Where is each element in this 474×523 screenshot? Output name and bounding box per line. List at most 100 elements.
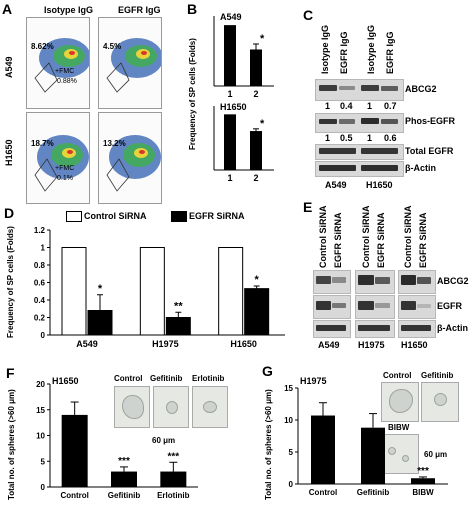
band (361, 148, 398, 154)
panel-c-col-2: EGFR IgG (339, 31, 349, 75)
bar (61, 247, 87, 336)
panel-c-col-3: Isotype IgG (366, 24, 376, 74)
panel-g-ylabel: Total no. of spheres (>60 μm) (264, 389, 273, 500)
bar (250, 131, 262, 170)
x-tick-label: BIBW (412, 488, 434, 497)
y-tick-label: 15 (36, 406, 45, 415)
panel-a-header-egfr: EGFR IgG (118, 5, 161, 15)
sp-percent: 4.5% (103, 42, 122, 51)
panel-e-label: E (303, 199, 313, 215)
panel-e-row-actin: β-Actin (437, 323, 468, 333)
sphere-shape (434, 393, 447, 406)
panel-c-label: C (303, 7, 314, 23)
bar (111, 471, 137, 487)
sphere-shape (388, 447, 396, 455)
fmc-label: +FMC (55, 68, 75, 75)
significance-marker: * (98, 283, 103, 295)
bar (311, 415, 335, 484)
panel-c-row-abcg2: ABCG2 (405, 84, 437, 94)
band (319, 119, 337, 124)
sphere-image-gefitinib-g (421, 382, 459, 422)
significance-marker: * (260, 118, 265, 130)
chart-title: H1650 (220, 102, 247, 112)
img-label-bibw-g: BIBW (388, 423, 410, 432)
significance-marker: *** (417, 466, 429, 477)
legend-egfr-swatch (171, 211, 187, 222)
sphere-shape (389, 389, 413, 413)
flow-scatter (34, 38, 89, 93)
val: 1 (367, 133, 373, 143)
panel-g-chart: 0 5 10 15 Control Gefitinib *** BIBW (284, 384, 448, 497)
blot-phos-c (315, 113, 404, 133)
bar (361, 427, 385, 484)
sphere-shape (166, 401, 178, 414)
sphere-image-gefitinib (153, 386, 189, 428)
sp-percent: 8.62% (31, 42, 54, 51)
val: 0.5 (340, 133, 353, 143)
panel-e-col-1: Control SiRNA (318, 205, 328, 269)
bar (160, 471, 187, 487)
img-label-erlotinib: Erlotinib (192, 374, 225, 383)
bar (250, 49, 262, 86)
bar (61, 414, 88, 487)
panel-g-scale-label: 60 μm (424, 450, 448, 459)
band (381, 119, 398, 124)
significance-marker: * (260, 33, 265, 45)
band (332, 277, 346, 283)
band (361, 85, 379, 91)
img-label-control-g: Control (383, 371, 412, 380)
panel-f-scale-label: 60 μm (152, 436, 176, 445)
flow-plot-a549-egfr: 4.5% (98, 17, 162, 109)
bar (224, 25, 236, 87)
bar (87, 310, 113, 336)
y-tick-label: 10 (284, 416, 293, 425)
x-tick-label: Control (309, 488, 337, 497)
sphere-image-erlotinib (192, 386, 228, 428)
panel-e-cell-a549: A549 (318, 340, 340, 350)
panel-f-ylabel: Total no. of spheres (>60 μm) (7, 389, 16, 500)
flow-scatter (34, 135, 89, 192)
x-tick-label: Erlotinib (157, 491, 190, 500)
sphere-shape (122, 395, 144, 419)
band (401, 301, 416, 310)
x-tick-label: Gefitinib (108, 491, 141, 500)
significance-marker: * (255, 274, 260, 286)
y-tick-label: 0 (41, 331, 46, 340)
panel-a-label: A (2, 1, 13, 17)
panel-e-col-2: EGFR SiRNA (333, 212, 343, 268)
tick-label: 1 (227, 173, 232, 183)
panel-b-label: B (187, 1, 198, 17)
panel-e-col-6: EGFR SiRNA (418, 212, 428, 268)
sphere-image-control (114, 386, 150, 428)
legend-control-swatch (66, 211, 82, 222)
panel-c-col-4: EGFR IgG (385, 31, 395, 75)
band (417, 277, 431, 284)
y-tick-label: 0.8 (34, 261, 46, 270)
band (401, 275, 416, 285)
y-tick-label: 5 (41, 457, 46, 466)
panel-d-ylabel: Frequency of SP cells (Folds) (6, 226, 15, 338)
band (375, 303, 390, 308)
panel-f-cell-line: H1650 (52, 376, 79, 386)
val: 1 (325, 133, 331, 143)
band (361, 118, 379, 124)
panel-g-cell-line: H1975 (300, 376, 327, 386)
panel-a-header-isotype: Isotype IgG (44, 5, 94, 15)
significance-marker: *** (118, 456, 130, 467)
bar (224, 114, 236, 170)
y-tick-label: 5 (289, 448, 294, 457)
band (316, 325, 346, 331)
band (332, 303, 346, 308)
panel-c-row-phos: Phos-EGFR (405, 116, 456, 126)
sphere-image-bibw-g (381, 434, 419, 474)
significance-marker: ** (174, 300, 183, 312)
panel-c-cell-h1650: H1650 (366, 180, 393, 190)
panel-g-label: G (262, 363, 273, 379)
band (358, 325, 390, 331)
panel-e-col-3: Control SiRNA (361, 205, 371, 269)
sp-percent: 18.7% (31, 139, 54, 148)
band (316, 301, 331, 310)
tick-label: 2 (253, 89, 258, 99)
panel-e-cell-h1650: H1650 (401, 340, 428, 350)
y-tick-label: 0 (289, 480, 294, 489)
